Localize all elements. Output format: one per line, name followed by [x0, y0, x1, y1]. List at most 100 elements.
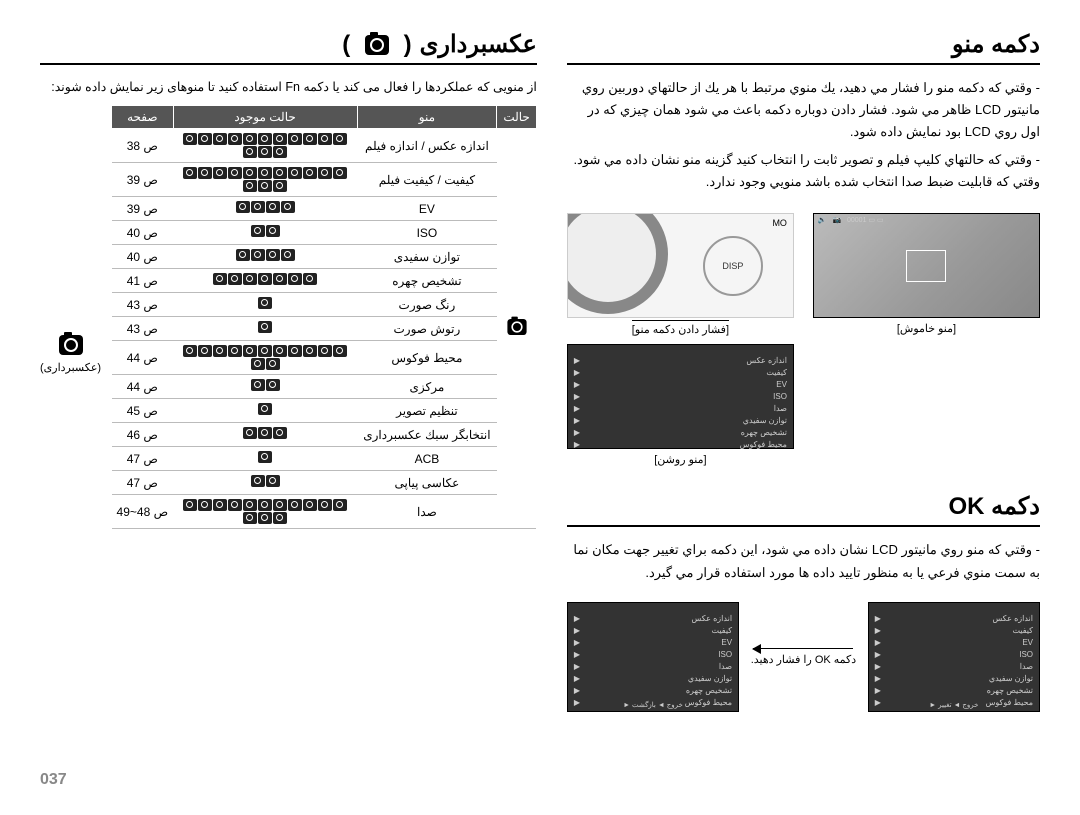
ok-press-label: دكمه OK را فشار دهيد. [751, 653, 856, 666]
menu-on-item: اندازه عكس [685, 613, 732, 625]
mode-icon [273, 180, 287, 192]
menu-on-item: EV [685, 637, 732, 649]
mode-icon [258, 451, 272, 463]
mode-icon [213, 273, 227, 285]
mode-icon [228, 133, 242, 145]
camera-icon-side [59, 335, 83, 355]
mode-icon [228, 273, 242, 285]
menu-on-item: تشخيص چهره [740, 427, 787, 439]
menu-on-item: كيفيت [740, 367, 787, 379]
mode-icon [236, 249, 250, 261]
mode-icon [243, 146, 257, 158]
table-row: مرکزیص 44 [112, 375, 537, 399]
mode-icon [318, 167, 332, 179]
mode-icon [273, 427, 287, 439]
mode-icon [318, 133, 332, 145]
table-row: رتوش صورتص 43 [112, 317, 537, 341]
menu-cell: عكاسی پیاپی [357, 471, 497, 495]
page-cell: ص 39 [112, 163, 174, 197]
menu-on-item: توازن سفيدي [740, 415, 787, 427]
page-cell: ص 47 [112, 471, 174, 495]
mode-icon [258, 499, 272, 511]
menu-cell: محیط فوکوس [357, 341, 497, 375]
mode-icon [243, 133, 257, 145]
page-cell: ص 39 [112, 197, 174, 221]
mode-icon [243, 345, 257, 357]
menu-on-item: صدا [740, 403, 787, 415]
menu-cell: ACB [357, 447, 497, 471]
mode-icon [288, 167, 302, 179]
mode-icon [318, 345, 332, 357]
table-row: تنظیم تصویرص 45 [112, 399, 537, 423]
mode-icon [333, 133, 347, 145]
mode-icon [258, 345, 272, 357]
menu-on-item: توازن سفيدي [986, 673, 1033, 685]
camera-icon [365, 35, 389, 55]
page-cell: ص 47 [112, 447, 174, 471]
mode-icon [273, 273, 287, 285]
mode-icon [251, 201, 265, 213]
modes-cell [173, 399, 357, 423]
page-cell: ص 43 [112, 293, 174, 317]
menu-on-item: صدا [986, 661, 1033, 673]
mode-icon [303, 273, 317, 285]
modes-cell [173, 197, 357, 221]
mode-icon [198, 167, 212, 179]
table-row: ISOص 40 [112, 221, 537, 245]
menu-cell: صدا [357, 495, 497, 529]
mode-icon [198, 499, 212, 511]
mode-icon [258, 403, 272, 415]
table-row: كيفيت / كيفيت فيلم ص 39 [112, 163, 537, 197]
modes-cell [173, 163, 357, 197]
menu-on-item: محيط فوكوس [740, 439, 787, 451]
mode-icon [183, 167, 197, 179]
mode-icon [243, 512, 257, 524]
menu-on-item: تشخيص چهره [986, 685, 1033, 697]
page-cell: ص 38 [112, 129, 174, 163]
mode-icon [303, 345, 317, 357]
modes-cell [173, 375, 357, 399]
mode-icon [251, 475, 265, 487]
modes-cell [173, 221, 357, 245]
menu-cell: مرکزی [357, 375, 497, 399]
mode-icon [303, 167, 317, 179]
mode-icon [243, 273, 257, 285]
menu-cell: كيفيت / كيفيت فيلم [357, 163, 497, 197]
mode-icon [258, 133, 272, 145]
menu-on-list: اندازه عكسكيفيتEVISOصداتوازن سفيديتشخيص … [740, 355, 787, 451]
mode-icon [251, 358, 265, 370]
mode-icon [288, 133, 302, 145]
mode-icon [228, 499, 242, 511]
mode-icon [236, 201, 250, 213]
mode-icon [213, 167, 227, 179]
shooting-menu-table: حالت منو حالت موجود صفحه اندازه عكس / ان… [111, 105, 537, 529]
mode-icon [273, 345, 287, 357]
mode-icon [243, 499, 257, 511]
mode-icon [273, 512, 287, 524]
modes-cell [173, 495, 357, 529]
table-row: محیط فوکوسص 44 [112, 341, 537, 375]
camera-icon [507, 319, 526, 335]
page-cell: ص 40 [112, 245, 174, 269]
mode-icon [198, 345, 212, 357]
page-number: 037 [40, 771, 67, 789]
menu-on-item: اندازه عكس [986, 613, 1033, 625]
mode-icon [318, 499, 332, 511]
mode-icon [251, 379, 265, 391]
menu-on-item: صدا [685, 661, 732, 673]
mode-icon [273, 146, 287, 158]
th-page: صفحه [112, 106, 174, 129]
mode-icon [266, 201, 280, 213]
mode-icon [258, 146, 272, 158]
mode-icon [273, 499, 287, 511]
menu-on-item: EV [986, 637, 1033, 649]
page-cell: ص 41 [112, 269, 174, 293]
mode-icon [281, 249, 295, 261]
mode-icon [183, 499, 197, 511]
modes-cell [173, 293, 357, 317]
menu-cell: انتخابگر سبك عکسبرداری [357, 423, 497, 447]
shooting-title: عكسبرداری ( ) [40, 30, 537, 65]
menu-on-item: اندازه عكس [740, 355, 787, 367]
modes-cell [173, 447, 357, 471]
mode-icon [288, 345, 302, 357]
